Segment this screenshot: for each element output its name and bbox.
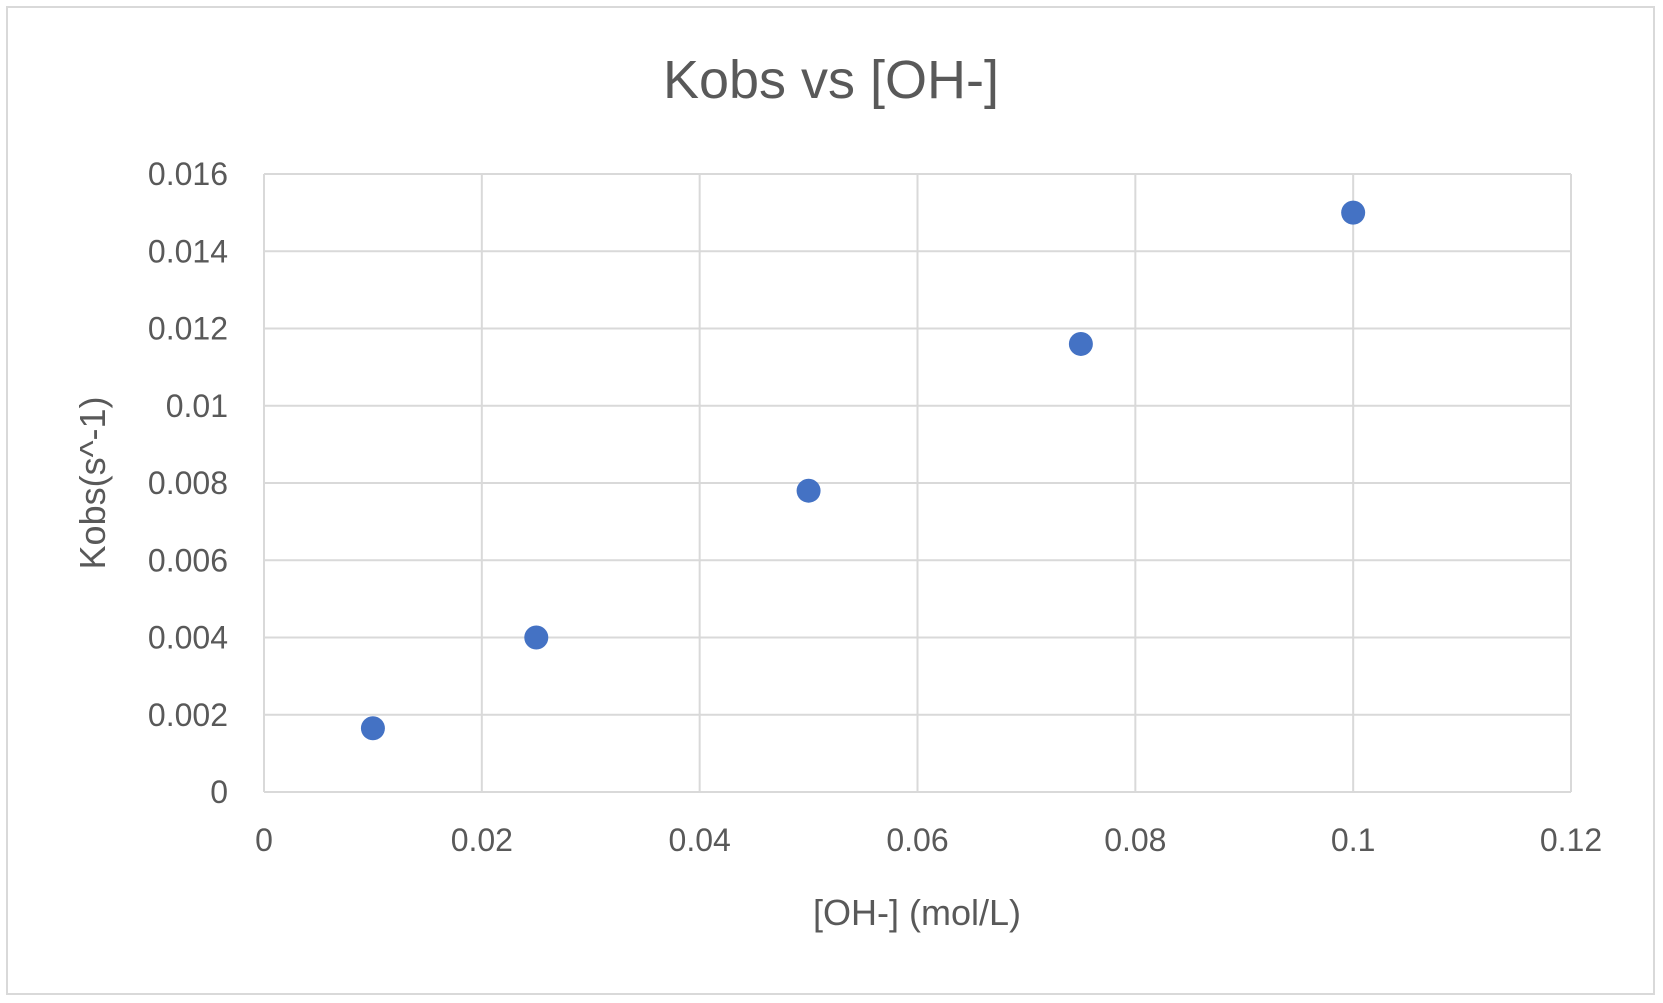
- data-point: [1341, 200, 1366, 225]
- x-tick-labels: 0 0.02 0.04 0.06 0.08 0.1 0.12: [255, 822, 1602, 858]
- y-tick-label: 0.004: [148, 620, 228, 656]
- chart-frame: [6, 6, 1655, 995]
- y-tick-labels: 0 0.002 0.004 0.006 0.008 0.01 0.012 0.014 0.016: [148, 156, 228, 810]
- y-tick-label: 0.014: [148, 233, 228, 269]
- y-tick-label: 0.016: [148, 156, 228, 192]
- y-tick-label: 0.006: [148, 542, 228, 578]
- x-tick-label: 0: [255, 822, 273, 858]
- y-tick-label: 0.008: [148, 465, 228, 501]
- x-tick-label: 0.02: [451, 822, 513, 858]
- y-axis-label: Kobs(s^-1): [72, 397, 113, 570]
- x-tick-label: 0.08: [1104, 822, 1166, 858]
- data-point: [524, 625, 549, 650]
- chart-title: Kobs vs [OH-]: [663, 50, 999, 110]
- data-point: [796, 478, 821, 503]
- x-tick-label: 0.06: [886, 822, 948, 858]
- x-tick-label: 0.04: [669, 822, 731, 858]
- y-tick-label: 0.002: [148, 697, 228, 733]
- x-tick-label: 0.1: [1331, 822, 1375, 858]
- data-point: [360, 716, 385, 741]
- x-axis-label: [OH-] (mol/L): [813, 892, 1021, 933]
- y-tick-label: 0.01: [166, 388, 228, 424]
- x-tick-label: 0.12: [1540, 822, 1602, 858]
- gridlines: [263, 173, 1572, 793]
- data-points: [360, 200, 1366, 741]
- y-tick-label: 0.012: [148, 311, 228, 347]
- data-point: [1068, 331, 1093, 356]
- y-tick-label: 0: [210, 774, 228, 810]
